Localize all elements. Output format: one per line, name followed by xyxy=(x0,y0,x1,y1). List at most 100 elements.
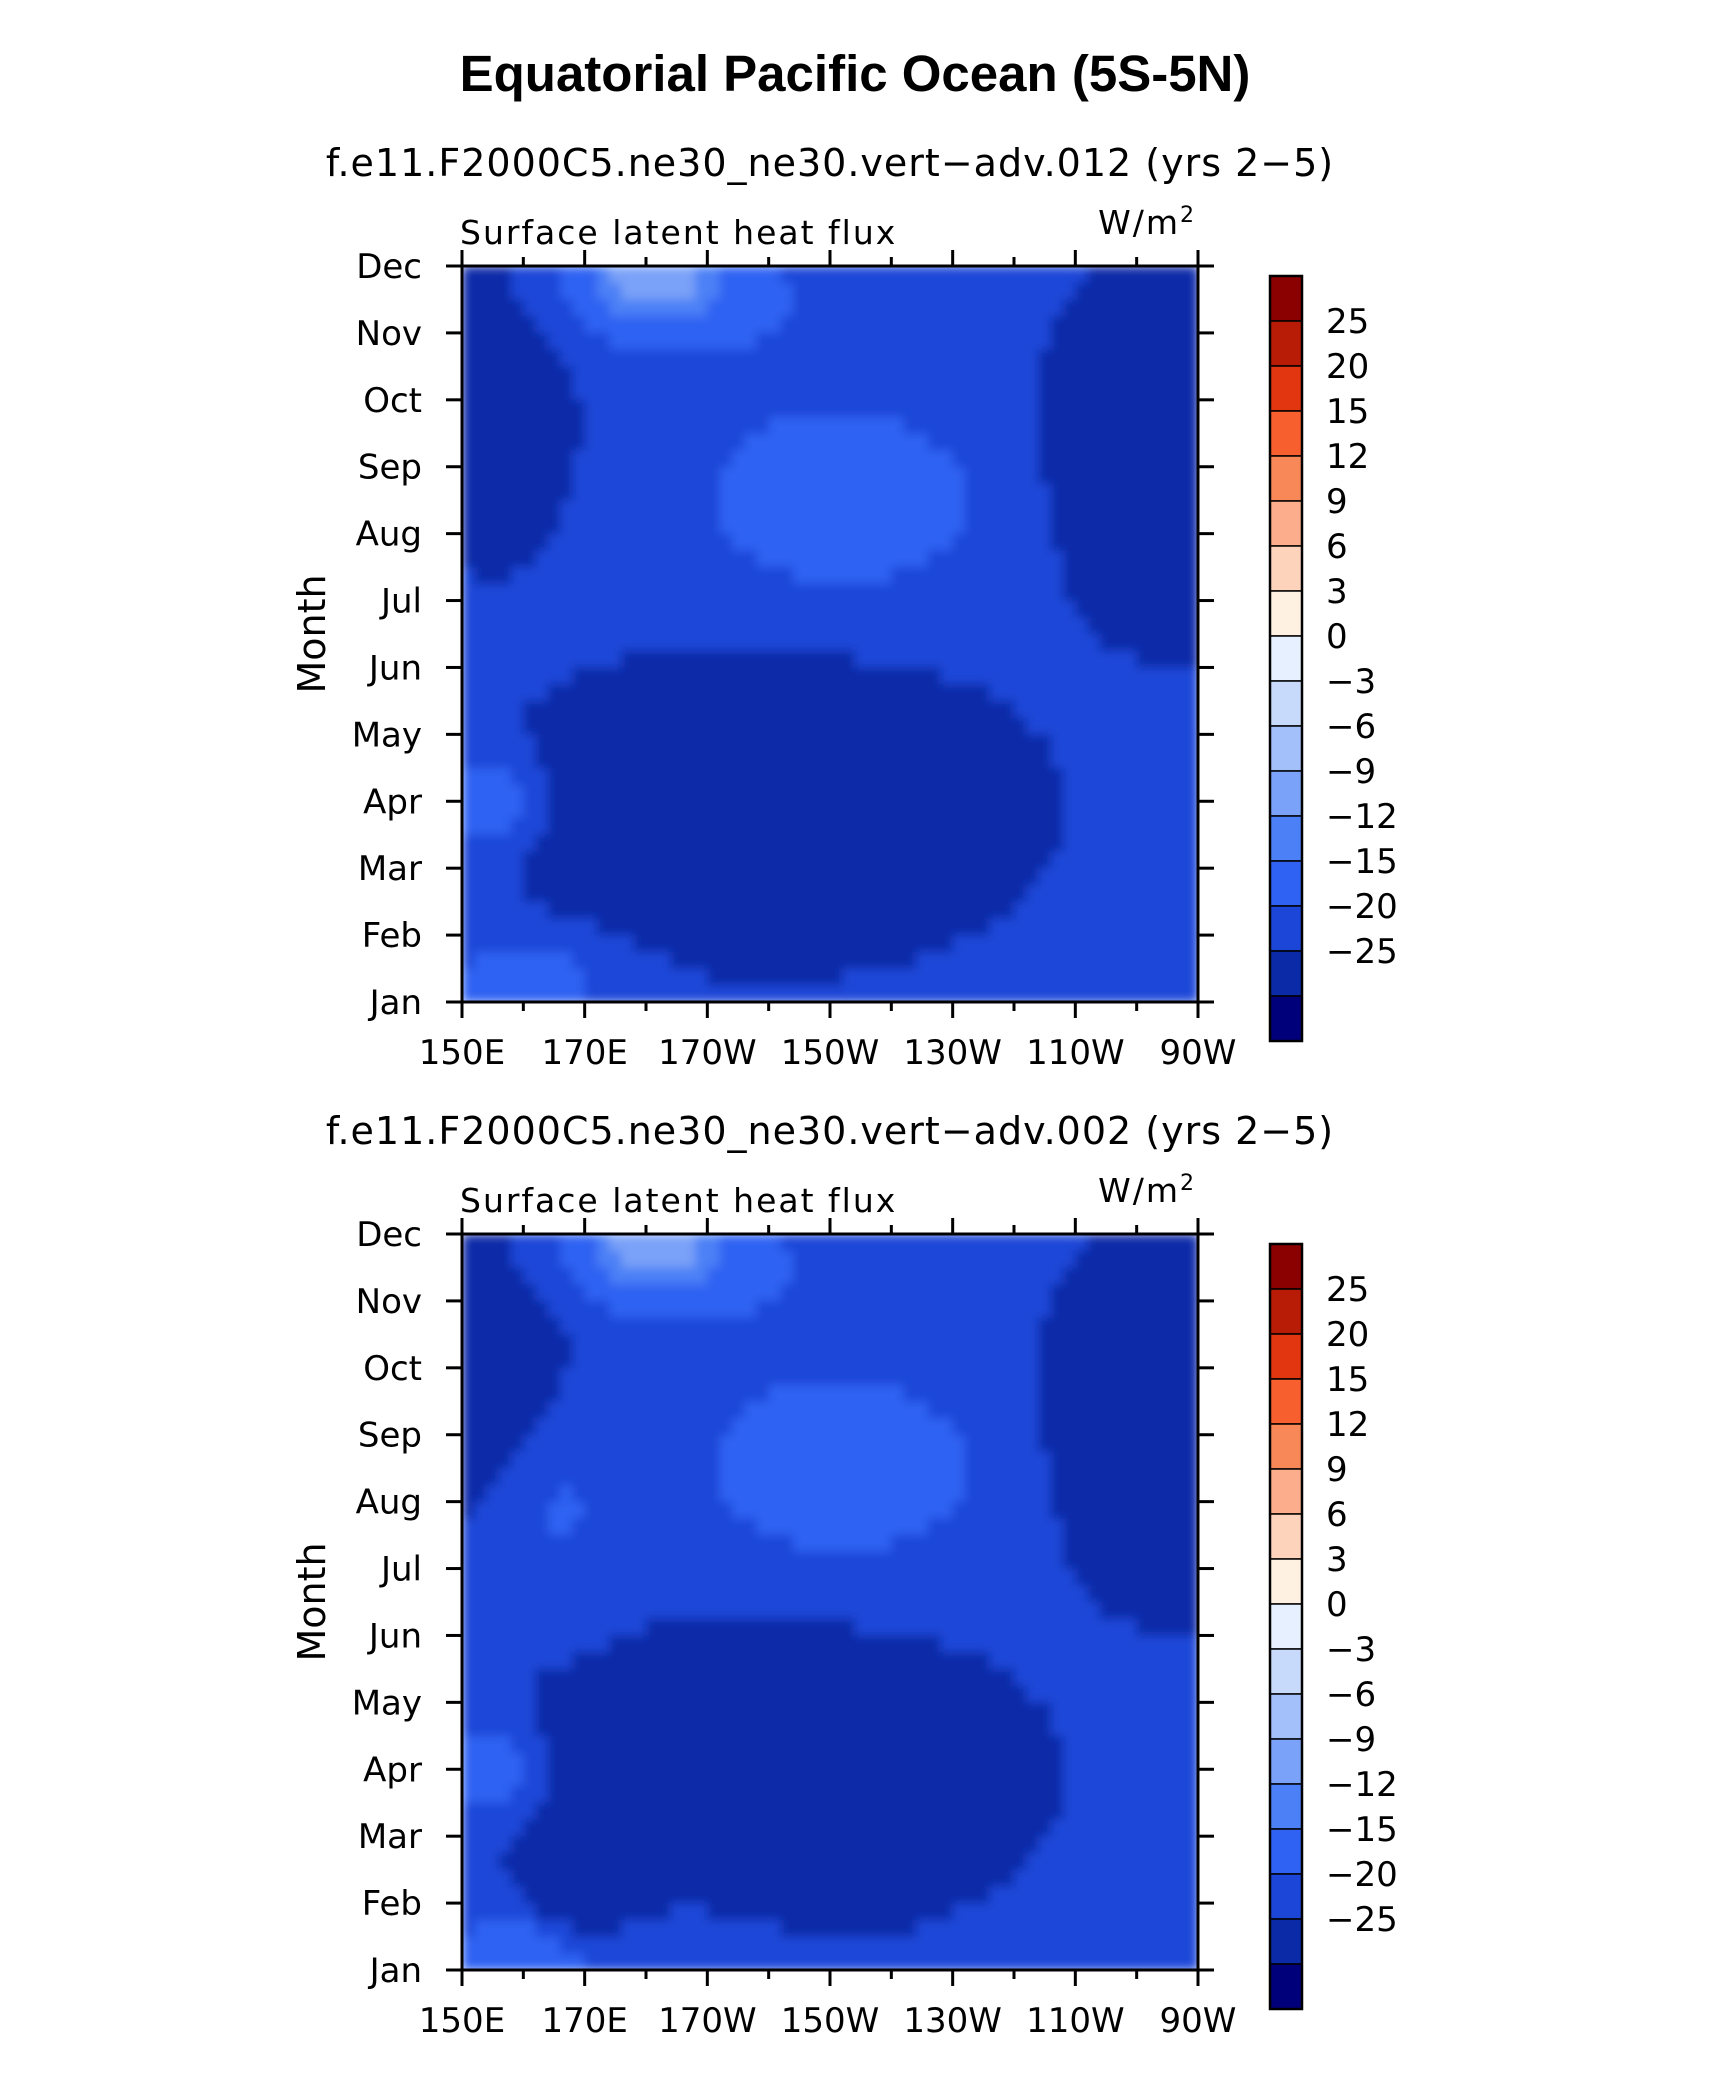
field-cell xyxy=(1050,751,1064,769)
field-cell xyxy=(744,1401,757,1419)
field-cell xyxy=(621,1836,635,1854)
field-cell xyxy=(1099,767,1113,786)
field-cell xyxy=(1063,968,1076,986)
field-cell xyxy=(731,1836,745,1854)
field-cell xyxy=(682,767,696,786)
field-cell xyxy=(891,450,905,468)
field-cell xyxy=(1148,483,1162,501)
field-cell xyxy=(633,1668,647,1687)
field-cell xyxy=(977,1551,991,1570)
field-cell xyxy=(879,1635,892,1653)
field-cell xyxy=(474,734,488,752)
field-cell xyxy=(1014,533,1027,551)
field-cell xyxy=(547,784,561,802)
field-cell xyxy=(744,1602,757,1620)
field-cell xyxy=(879,1401,892,1419)
field-cell xyxy=(596,1367,610,1386)
field-cell xyxy=(719,868,733,886)
field-cell xyxy=(952,784,966,802)
field-cell xyxy=(621,1334,635,1352)
field-cell xyxy=(596,1752,610,1770)
field-cell xyxy=(964,500,978,518)
field-cell xyxy=(1087,617,1101,635)
field-cell xyxy=(1136,1401,1150,1419)
field-cell xyxy=(596,1735,610,1754)
field-cell xyxy=(572,349,586,367)
field-cell xyxy=(1063,1551,1076,1570)
field-cell xyxy=(560,416,573,434)
field-cell xyxy=(1112,533,1125,551)
field-cell xyxy=(964,516,978,535)
field-cell xyxy=(1026,1434,1040,1453)
field-cell xyxy=(572,1401,586,1419)
field-cell xyxy=(547,1602,561,1620)
field-cell xyxy=(1087,1418,1101,1436)
field-cell xyxy=(621,1585,635,1603)
field-cell xyxy=(952,1685,966,1703)
field-cell xyxy=(707,416,721,434)
field-cell xyxy=(621,516,635,535)
field-cell xyxy=(1038,266,1052,284)
field-cell xyxy=(658,1384,672,1402)
field-cell xyxy=(560,1635,573,1653)
field-cell xyxy=(768,1752,782,1770)
field-cell xyxy=(523,1418,537,1436)
field-cell xyxy=(523,433,537,451)
field-cell xyxy=(928,466,941,485)
field-cell xyxy=(1136,700,1150,719)
field-cell xyxy=(584,450,598,468)
field-cell xyxy=(744,1769,757,1787)
field-cell xyxy=(462,1418,475,1436)
field-cell xyxy=(474,1786,488,1804)
field-cell xyxy=(486,433,500,451)
field-cell xyxy=(805,550,819,568)
field-cell xyxy=(977,1501,991,1519)
field-cell xyxy=(486,1551,500,1570)
field-cell xyxy=(1050,1418,1064,1436)
field-cell xyxy=(780,884,794,903)
field-cell xyxy=(830,968,843,986)
field-cell xyxy=(780,717,794,735)
field-cell xyxy=(1124,1418,1138,1436)
field-cell xyxy=(1099,1752,1113,1770)
field-cell xyxy=(805,1752,819,1770)
field-cell xyxy=(1161,684,1175,702)
field-cell xyxy=(793,918,807,936)
field-cell xyxy=(1038,734,1052,752)
field-cell xyxy=(511,1451,524,1469)
field-cell xyxy=(940,1334,954,1352)
field-cell xyxy=(756,1418,770,1436)
field-cell xyxy=(474,818,488,836)
field-cell xyxy=(584,617,598,635)
field-cell xyxy=(866,834,880,853)
field-cell xyxy=(768,1451,782,1469)
field-cell xyxy=(977,834,991,853)
field-cell xyxy=(462,1702,475,1720)
field-cell xyxy=(560,550,573,568)
field-cell xyxy=(817,583,831,602)
field-cell xyxy=(535,1451,549,1469)
field-cell xyxy=(952,349,966,367)
field-cell xyxy=(756,1351,770,1369)
field-cell xyxy=(866,516,880,535)
field-cell xyxy=(695,1518,708,1536)
colorbar-label: −25 xyxy=(1326,932,1398,972)
field-cell xyxy=(560,1769,573,1787)
field-cell xyxy=(891,1685,905,1703)
field-cell xyxy=(879,550,892,568)
field-cell xyxy=(903,784,917,802)
field-cell xyxy=(1087,1551,1101,1570)
field-cell xyxy=(682,1836,696,1854)
field-cell xyxy=(646,634,659,652)
field-cell xyxy=(523,884,537,903)
field-cell xyxy=(511,951,524,970)
field-cell xyxy=(523,550,537,568)
field-cell xyxy=(621,533,635,551)
field-cell xyxy=(793,366,807,384)
field-cell xyxy=(1148,634,1162,652)
field-cell xyxy=(596,1351,610,1369)
field-cell xyxy=(1075,1652,1089,1670)
field-cell xyxy=(731,1234,745,1252)
field-cell xyxy=(670,266,684,284)
field-cell xyxy=(547,1585,561,1603)
